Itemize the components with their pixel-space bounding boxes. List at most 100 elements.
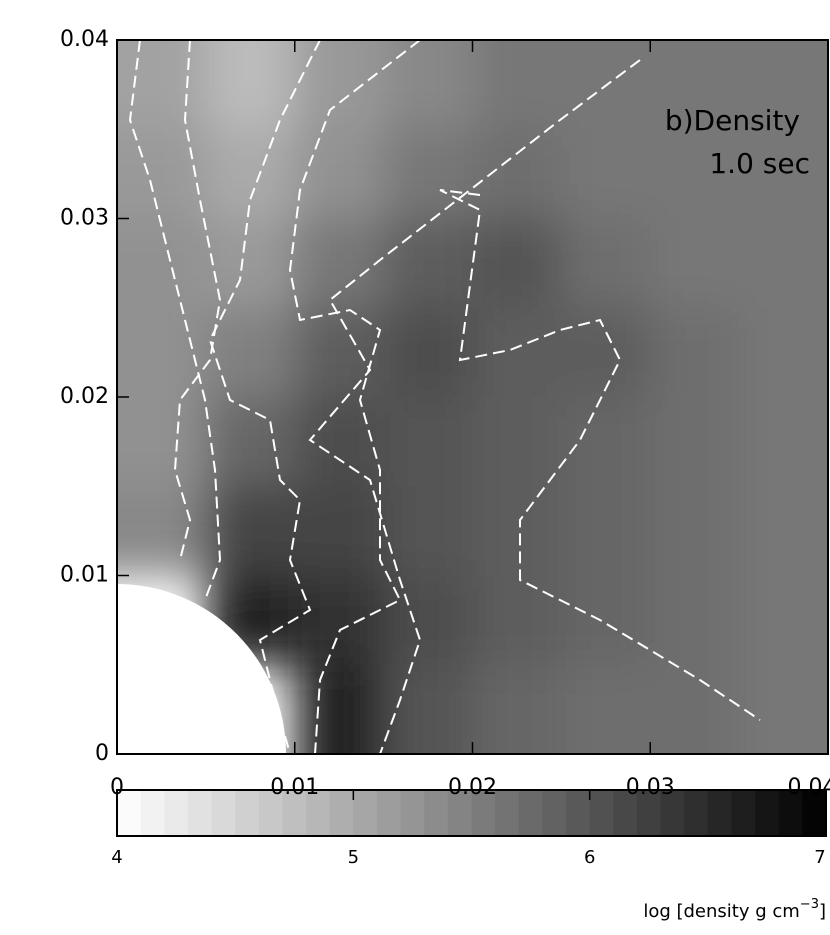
colorbar-step: [660, 790, 685, 836]
contour: [173, 40, 222, 561]
colorbar-label-text: log [density g cm: [643, 901, 799, 922]
cell: [383, 129, 474, 220]
cell: [561, 575, 652, 666]
colorbar-step: [211, 790, 236, 836]
colorbar-step: [400, 790, 425, 836]
y-tick-label: 0.04: [60, 27, 109, 52]
contours: [128, 40, 761, 754]
contour: [288, 40, 421, 754]
x-tick-label: 0.02: [448, 775, 497, 800]
colorbar-step: [329, 790, 354, 836]
cell: [472, 575, 563, 666]
colorbar-tick-label: 7: [814, 847, 825, 868]
cell: [472, 397, 563, 488]
colorbar-label: log [density g cm−3]: [643, 897, 826, 923]
cell: [294, 486, 385, 577]
y-tick-label: 0.01: [60, 563, 109, 588]
cell: [561, 218, 652, 309]
cell: [650, 129, 741, 220]
cell: [472, 664, 563, 754]
y-tick-label: 0: [95, 741, 109, 766]
cell: [650, 307, 741, 398]
colorbar-step: [684, 790, 709, 836]
x-tick-label: 0: [110, 775, 124, 800]
colorbar-step: [353, 790, 378, 836]
colorbar-step: [495, 790, 520, 836]
contour: [208, 40, 321, 754]
annotation: 1.0 sec: [709, 147, 810, 180]
cell: [650, 40, 741, 131]
colorbar-label-exponent: −3: [800, 897, 819, 912]
colorbar-step: [707, 790, 733, 836]
cells: [117, 40, 828, 754]
cell: [117, 218, 207, 309]
cell: [294, 307, 385, 398]
cell: [472, 40, 563, 131]
colorbar-step: [282, 790, 307, 836]
colorbar-step: [636, 790, 662, 836]
cell: [472, 129, 563, 220]
cell: [383, 486, 474, 577]
cell: [117, 129, 207, 220]
cell: [117, 40, 207, 131]
cell: [294, 397, 385, 488]
colorbar-step: [447, 790, 473, 836]
density-field: [117, 40, 828, 754]
cell: [472, 486, 563, 577]
x-tick-label: 0.03: [626, 775, 675, 800]
contour: [439, 189, 761, 721]
cell: [383, 664, 474, 754]
cell: [383, 307, 474, 398]
cell: [561, 486, 652, 577]
cell: [205, 307, 296, 398]
colorbar-step: [778, 790, 803, 836]
cell: [294, 40, 385, 131]
colorbar-tick-label: 6: [584, 847, 595, 868]
cell: [650, 575, 741, 666]
cell: [472, 218, 563, 309]
cell: [739, 486, 828, 577]
cell: [739, 40, 828, 131]
colorbar-step: [731, 790, 756, 836]
cell: [561, 307, 652, 398]
obstacle: [117, 584, 286, 754]
colorbar-step: [235, 790, 260, 836]
cell: [561, 40, 652, 131]
cell: [739, 307, 828, 398]
colorbar-step: [589, 790, 614, 836]
cell: [650, 397, 741, 488]
cell: [650, 218, 741, 309]
colorbar-label-end: ]: [819, 901, 826, 922]
colorbar-step: [258, 790, 284, 836]
cell: [472, 307, 563, 398]
cell: [383, 40, 474, 131]
cell: [739, 575, 828, 666]
cell: [383, 218, 474, 309]
colorbar-step: [376, 790, 402, 836]
x-tick-label: 0.04: [788, 775, 830, 800]
x-tick-label: 0.01: [270, 775, 319, 800]
colorbar-step: [802, 790, 827, 836]
cell: [117, 397, 207, 488]
colorbar-step: [187, 790, 213, 836]
cell: [739, 218, 828, 309]
cell: [294, 575, 385, 666]
cell: [294, 664, 385, 754]
cell: [205, 40, 296, 131]
y-tick-label: 0.03: [60, 206, 109, 231]
contour: [128, 40, 222, 601]
colorbar-step: [140, 790, 165, 836]
colorbar-step: [306, 790, 331, 836]
colorbar-step: [471, 790, 496, 836]
cell: [650, 664, 741, 754]
cell: [561, 664, 652, 754]
cell: [739, 129, 828, 220]
colorbar-step: [566, 790, 591, 836]
cell: [205, 486, 296, 577]
cell: [561, 129, 652, 220]
colorbar-tick-label: 4: [111, 847, 122, 868]
annotation: b)Density: [665, 104, 800, 137]
cell: [205, 218, 296, 309]
cell: [205, 129, 296, 220]
